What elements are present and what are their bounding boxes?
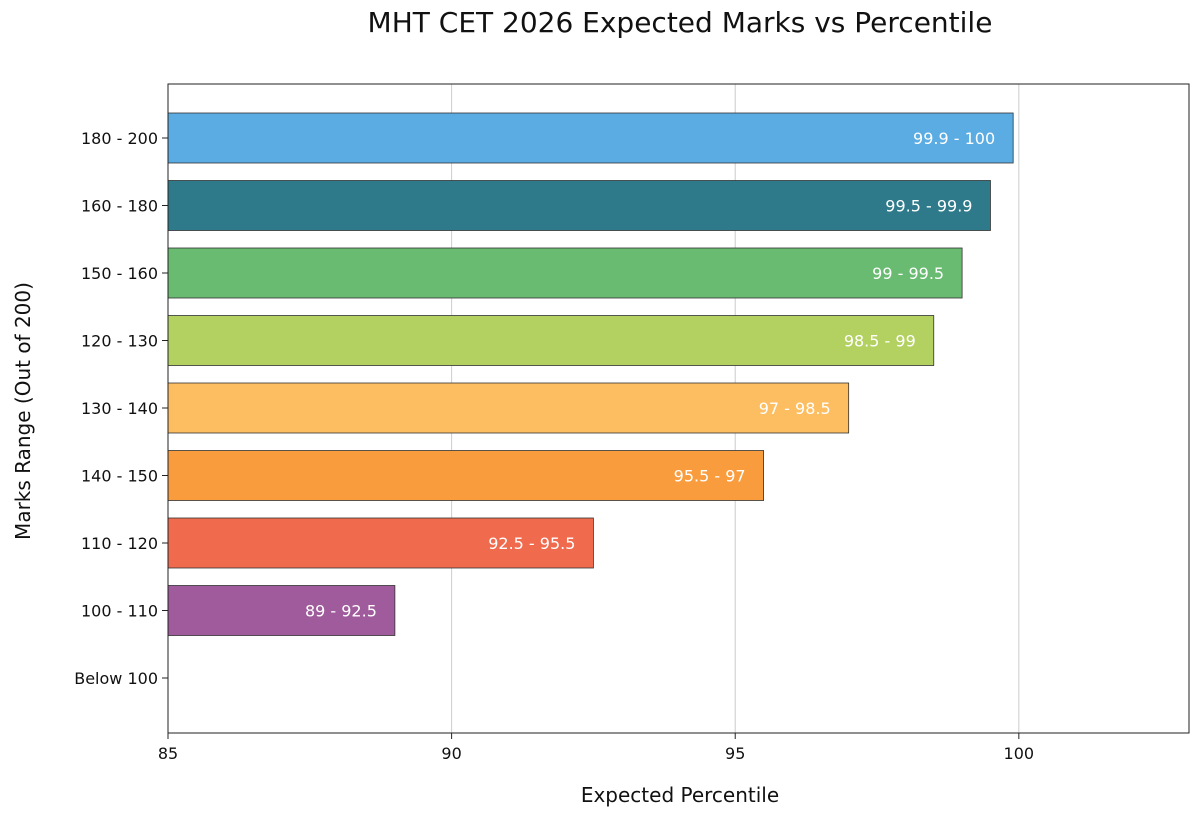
bar-data-label: 98.5 - 99 — [844, 332, 916, 351]
bar-data-label: 97 - 98.5 — [759, 399, 831, 418]
y-tick-label: 180 - 200 — [81, 129, 158, 148]
bar — [167, 517, 594, 569]
y-tick-label: 100 - 110 — [81, 602, 158, 621]
x-ticks: 85 90 95 100 — [158, 733, 1034, 763]
x-tick-label: 90 — [441, 744, 461, 763]
y-tick-label: 150 - 160 — [81, 264, 158, 283]
bar — [167, 585, 396, 636]
x-tick-label: 85 — [158, 744, 178, 763]
bar — [167, 315, 935, 366]
y-ticks: 180 - 200 160 - 180 150 - 160 120 - 130 130 … — [74, 129, 168, 688]
bars: 99.9 - 100 99.5 - 99.9 99 - 99.5 98.5 - 99 9… — [167, 112, 1014, 636]
x-tick-label: 95 — [725, 744, 745, 763]
bar-data-label: 95.5 - 97 — [674, 467, 746, 486]
y-tick-label: Below 100 — [74, 669, 158, 688]
y-tick-label: 160 - 180 — [81, 197, 158, 216]
bar-data-label: 99.5 - 99.9 — [885, 197, 972, 216]
chart-title: MHT CET 2026 Expected Marks vs Percentil… — [368, 6, 993, 39]
y-tick-label: 110 - 120 — [81, 534, 158, 553]
y-tick-label: 130 - 140 — [81, 399, 158, 418]
y-tick-label: 140 - 150 — [81, 467, 158, 486]
x-axis-label: Expected Percentile — [581, 783, 779, 807]
x-tick-label: 100 — [1004, 744, 1035, 763]
bar-data-label: 99 - 99.5 — [872, 264, 944, 283]
bar — [167, 247, 963, 299]
bar-data-label: 92.5 - 95.5 — [488, 534, 575, 553]
bar — [167, 180, 991, 231]
bar — [167, 450, 764, 501]
bar-data-label: 89 - 92.5 — [305, 602, 377, 621]
y-tick-label: 120 - 130 — [81, 332, 158, 351]
bar — [167, 382, 850, 434]
y-axis-label: Marks Range (Out of 200) — [11, 282, 35, 540]
bar-data-label: 99.9 - 100 — [913, 129, 995, 148]
bar — [167, 112, 1014, 164]
